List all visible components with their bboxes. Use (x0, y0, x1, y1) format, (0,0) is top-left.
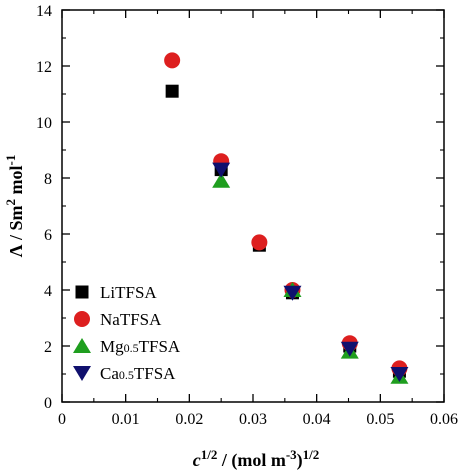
data-point-ca05tfsa (212, 162, 231, 178)
tick-labels: 0 0.01 0.02 0.03 0.04 0.05 0.06 0 2 4 6 8 10 12 14 (36, 3, 458, 428)
y-tick-label: 6 (44, 227, 52, 244)
data-point-ca05tfsa (340, 341, 359, 357)
x-tick-label: 0.02 (175, 411, 203, 428)
y-tick-label: 4 (44, 283, 52, 300)
y-tick-label: 12 (36, 59, 52, 76)
x-tick-label: 0.05 (366, 411, 394, 428)
legend-label: NaTFSA (100, 310, 162, 329)
x-tick-label: 0.06 (430, 411, 458, 428)
x-tick-label: 0.01 (112, 411, 140, 428)
data-points (164, 52, 409, 384)
legend-label: LiTFSA (100, 283, 157, 302)
y-tick-label: 8 (44, 171, 52, 188)
x-tick-label: 0.04 (303, 411, 331, 428)
data-point-natfsa (251, 234, 268, 251)
x-tick-label: 0 (58, 411, 66, 428)
axis-ticks (61, 9, 445, 403)
legend-marker (75, 285, 89, 299)
data-point-litfsa (165, 84, 179, 98)
y-tick-label: 14 (36, 3, 52, 20)
legend-marker (73, 338, 91, 353)
x-axis-title: c1/2 / (mol m-3)1/2 (193, 447, 320, 471)
legend-label: Mg0.5TFSA (100, 337, 181, 356)
legend-label: Ca0.5TFSA (100, 364, 176, 383)
legend-marker (73, 366, 91, 381)
y-tick-label: 10 (36, 115, 52, 132)
data-point-mg05tfsa (212, 172, 231, 188)
legend: LiTFSA NaTFSA Mg0.5TFSA Ca0.5TFSA (73, 283, 181, 383)
legend-marker (74, 311, 90, 327)
data-point-natfsa (164, 52, 181, 69)
y-tick-label: 0 (44, 395, 52, 412)
data-point-ca05tfsa (390, 367, 409, 382)
x-tick-label: 0.03 (239, 411, 267, 428)
data-point-ca05tfsa (283, 285, 302, 301)
y-tick-label: 2 (44, 339, 52, 356)
y-axis-title: Λ / Sm2 mol-1 (3, 155, 26, 258)
